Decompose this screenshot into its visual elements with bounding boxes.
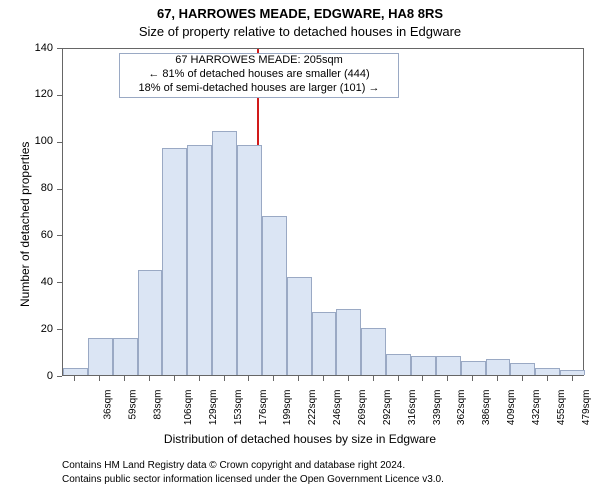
xtick-mark (199, 376, 200, 381)
footer-line-2: Contains public sector information licen… (62, 474, 444, 485)
xtick-mark (422, 376, 423, 381)
ytick-label: 20 (25, 323, 53, 335)
bar (386, 354, 411, 375)
callout-box: 67 HARROWES MEADE: 205sqm ← 81% of detac… (119, 53, 399, 98)
bar (436, 356, 461, 375)
bar (162, 148, 187, 375)
xtick-label: 59sqm (128, 390, 139, 420)
bar (535, 368, 560, 375)
bar (212, 131, 237, 375)
footer-line-1: Contains HM Land Registry data © Crown c… (62, 460, 405, 471)
xtick-mark (522, 376, 523, 381)
ytick-label: 40 (25, 276, 53, 288)
ytick-mark (57, 329, 62, 330)
xtick-label: 362sqm (457, 390, 468, 426)
callout-line-1: 67 HARROWES MEADE: 205sqm (120, 54, 398, 68)
ytick-label: 140 (25, 42, 53, 54)
xtick-label: 36sqm (103, 390, 114, 420)
bar (510, 363, 535, 375)
ytick-mark (57, 48, 62, 49)
ytick-mark (57, 142, 62, 143)
xtick-label: 386sqm (481, 390, 492, 426)
xtick-label: 316sqm (407, 390, 418, 426)
bar (461, 361, 486, 375)
bar (560, 370, 585, 375)
plot-area: 67 HARROWES MEADE: 205sqm ← 81% of detac… (62, 48, 584, 376)
xtick-mark (323, 376, 324, 381)
bar (237, 145, 262, 375)
xtick-label: 292sqm (382, 390, 393, 426)
chart-title-line2: Size of property relative to detached ho… (0, 24, 600, 39)
bar (138, 270, 163, 375)
xtick-mark (74, 376, 75, 381)
xtick-mark (398, 376, 399, 381)
ytick-mark (57, 235, 62, 236)
bar (336, 309, 361, 375)
xtick-label: 409sqm (506, 390, 517, 426)
xtick-label: 199sqm (283, 390, 294, 426)
xtick-mark (348, 376, 349, 381)
xtick-label: 269sqm (357, 390, 368, 426)
xtick-label: 246sqm (332, 390, 343, 426)
bar (113, 338, 138, 375)
bar (63, 368, 88, 375)
xtick-label: 432sqm (531, 390, 542, 426)
chart-container: 67, HARROWES MEADE, EDGWARE, HA8 8RS Siz… (0, 0, 600, 500)
callout-line-2: ← 81% of detached houses are smaller (44… (120, 68, 398, 82)
xtick-mark (298, 376, 299, 381)
ytick-mark (57, 189, 62, 190)
bar (361, 328, 386, 375)
xtick-label: 153sqm (233, 390, 244, 426)
xtick-label: 106sqm (183, 390, 194, 426)
xtick-mark (248, 376, 249, 381)
xtick-mark (497, 376, 498, 381)
bar (187, 145, 212, 375)
xtick-mark (224, 376, 225, 381)
ytick-label: 120 (25, 88, 53, 100)
xtick-mark (124, 376, 125, 381)
ytick-mark (57, 282, 62, 283)
xtick-label: 83sqm (153, 390, 164, 420)
ytick-label: 0 (25, 370, 53, 382)
xtick-mark (572, 376, 573, 381)
ytick-mark (57, 95, 62, 96)
bar (411, 356, 436, 375)
xtick-mark (373, 376, 374, 381)
xtick-mark (472, 376, 473, 381)
xtick-label: 222sqm (307, 390, 318, 426)
xtick-mark (99, 376, 100, 381)
xtick-mark (174, 376, 175, 381)
ytick-label: 100 (25, 135, 53, 147)
bar (262, 216, 287, 375)
xtick-label: 129sqm (208, 390, 219, 426)
bar (88, 338, 113, 375)
xtick-label: 455sqm (556, 390, 567, 426)
xtick-mark (273, 376, 274, 381)
ytick-label: 60 (25, 229, 53, 241)
xtick-mark (447, 376, 448, 381)
ytick-mark (57, 376, 62, 377)
bar (312, 312, 337, 375)
bar (486, 359, 511, 375)
chart-title-line1: 67, HARROWES MEADE, EDGWARE, HA8 8RS (0, 6, 600, 21)
xtick-label: 339sqm (432, 390, 443, 426)
xtick-mark (149, 376, 150, 381)
xtick-mark (547, 376, 548, 381)
ytick-label: 80 (25, 182, 53, 194)
callout-line-3: 18% of semi-detached houses are larger (… (120, 82, 398, 96)
xtick-label: 176sqm (258, 390, 269, 426)
bar (287, 277, 312, 375)
x-axis-label: Distribution of detached houses by size … (0, 432, 600, 446)
xtick-label: 479sqm (581, 390, 592, 426)
